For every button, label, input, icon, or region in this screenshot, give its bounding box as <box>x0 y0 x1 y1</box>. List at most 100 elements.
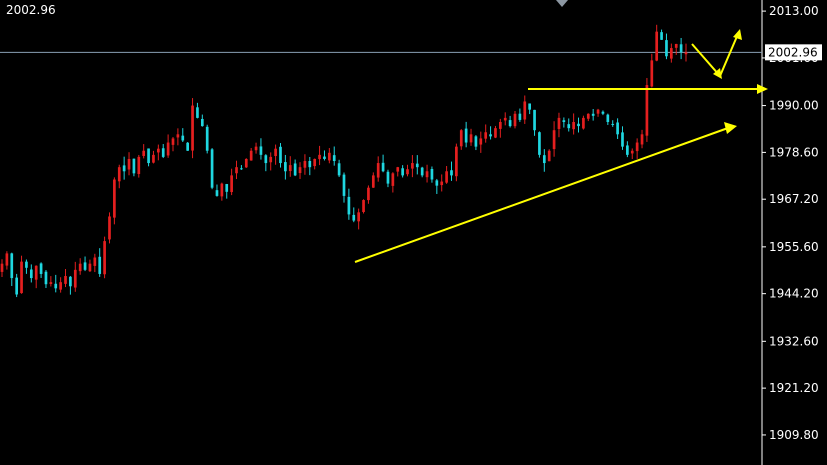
candle-body <box>337 163 341 176</box>
candle-body <box>655 31 659 61</box>
candle-body <box>308 161 312 168</box>
candle-body <box>616 122 619 135</box>
candle-body <box>484 132 488 139</box>
candle-body <box>83 262 87 270</box>
candle-body <box>196 107 199 118</box>
candle-body <box>137 156 141 175</box>
candle-body <box>181 135 185 141</box>
candle-body <box>401 168 404 176</box>
y-tick-label: 1978.60 <box>769 145 819 159</box>
candle-body <box>415 163 419 168</box>
candle-body <box>679 44 683 53</box>
candle-body <box>156 148 160 153</box>
candle-body <box>122 165 126 172</box>
candle-body <box>293 163 297 176</box>
candle-body <box>406 169 409 175</box>
candle-body <box>455 146 458 177</box>
current-price-readout: 2002.96 <box>6 3 56 17</box>
candle-body <box>498 121 502 129</box>
y-tick-label: 1909.80 <box>769 428 819 442</box>
candle-body <box>669 48 673 59</box>
candle-body <box>254 146 258 151</box>
candle-body <box>557 117 561 129</box>
trendline-arrow-icon <box>724 122 737 134</box>
candle-body <box>279 146 282 164</box>
candle-body <box>469 134 473 143</box>
candle-body <box>117 167 121 182</box>
candle-body <box>518 113 522 120</box>
candle-body <box>630 150 634 154</box>
candle-body <box>142 150 146 156</box>
candle-body <box>88 263 92 272</box>
candle-body <box>494 128 497 138</box>
candle-body <box>660 32 663 40</box>
candle-body <box>533 109 536 131</box>
candle-body <box>44 271 48 285</box>
candle-body <box>225 184 229 192</box>
forecast-path <box>691 33 739 78</box>
y-tick-label: 1990.00 <box>769 99 819 113</box>
candle-body <box>176 134 180 138</box>
candle-body <box>64 276 67 284</box>
candle-body <box>10 253 14 279</box>
candle-body <box>626 145 629 155</box>
candle-body <box>205 126 209 151</box>
candle-body <box>25 261 28 268</box>
candle-body <box>503 117 507 121</box>
candle-body <box>606 114 610 122</box>
candle-body <box>73 269 77 288</box>
candle-body <box>274 148 277 157</box>
candle-body <box>49 282 53 284</box>
candle-body <box>269 156 273 163</box>
candle-body <box>586 113 590 119</box>
candle-body <box>562 120 566 122</box>
candle-body <box>20 261 23 294</box>
candle-body <box>132 158 136 174</box>
candle-body <box>249 150 253 161</box>
candle-body <box>171 138 175 145</box>
candle-body <box>601 111 605 114</box>
candle-body <box>29 269 33 279</box>
y-tick-label: 1932.60 <box>769 334 819 348</box>
candle-body <box>108 216 111 240</box>
candle-body <box>435 180 439 186</box>
candle-body <box>5 253 9 266</box>
candle-body <box>303 161 307 168</box>
candle-body <box>684 52 688 55</box>
candle-body <box>538 132 541 155</box>
candle-body <box>39 263 43 274</box>
candle-body <box>284 162 287 172</box>
candle-body <box>552 130 556 150</box>
candle-body <box>665 40 668 57</box>
candle-body <box>323 156 326 159</box>
candle-body <box>591 113 595 116</box>
candle-body <box>264 155 268 164</box>
candle-body <box>425 171 429 178</box>
candle-body <box>523 101 527 120</box>
candle-body <box>542 155 546 164</box>
candle-body <box>166 142 170 156</box>
candle-body <box>577 123 580 127</box>
candle-body <box>347 196 351 215</box>
support-trendline <box>354 127 729 263</box>
candle-body <box>54 283 58 289</box>
candle-body <box>191 105 194 151</box>
candle-body <box>445 171 448 183</box>
candle-body <box>98 256 102 274</box>
candle-body <box>635 142 639 152</box>
candle-body <box>147 148 150 164</box>
candle-body <box>391 173 395 186</box>
candle-body <box>674 43 678 48</box>
candle-body <box>244 158 248 168</box>
y-tick-label: 1944.20 <box>769 287 819 301</box>
candle-body <box>127 158 131 170</box>
candle-body <box>650 60 654 87</box>
candle-body <box>381 162 385 172</box>
candle-body <box>103 241 106 275</box>
candle-body <box>371 175 375 188</box>
candle-body <box>362 200 365 213</box>
y-tick-label: 1967.20 <box>769 192 819 206</box>
candle-body <box>513 113 517 127</box>
candle-body <box>327 152 331 161</box>
